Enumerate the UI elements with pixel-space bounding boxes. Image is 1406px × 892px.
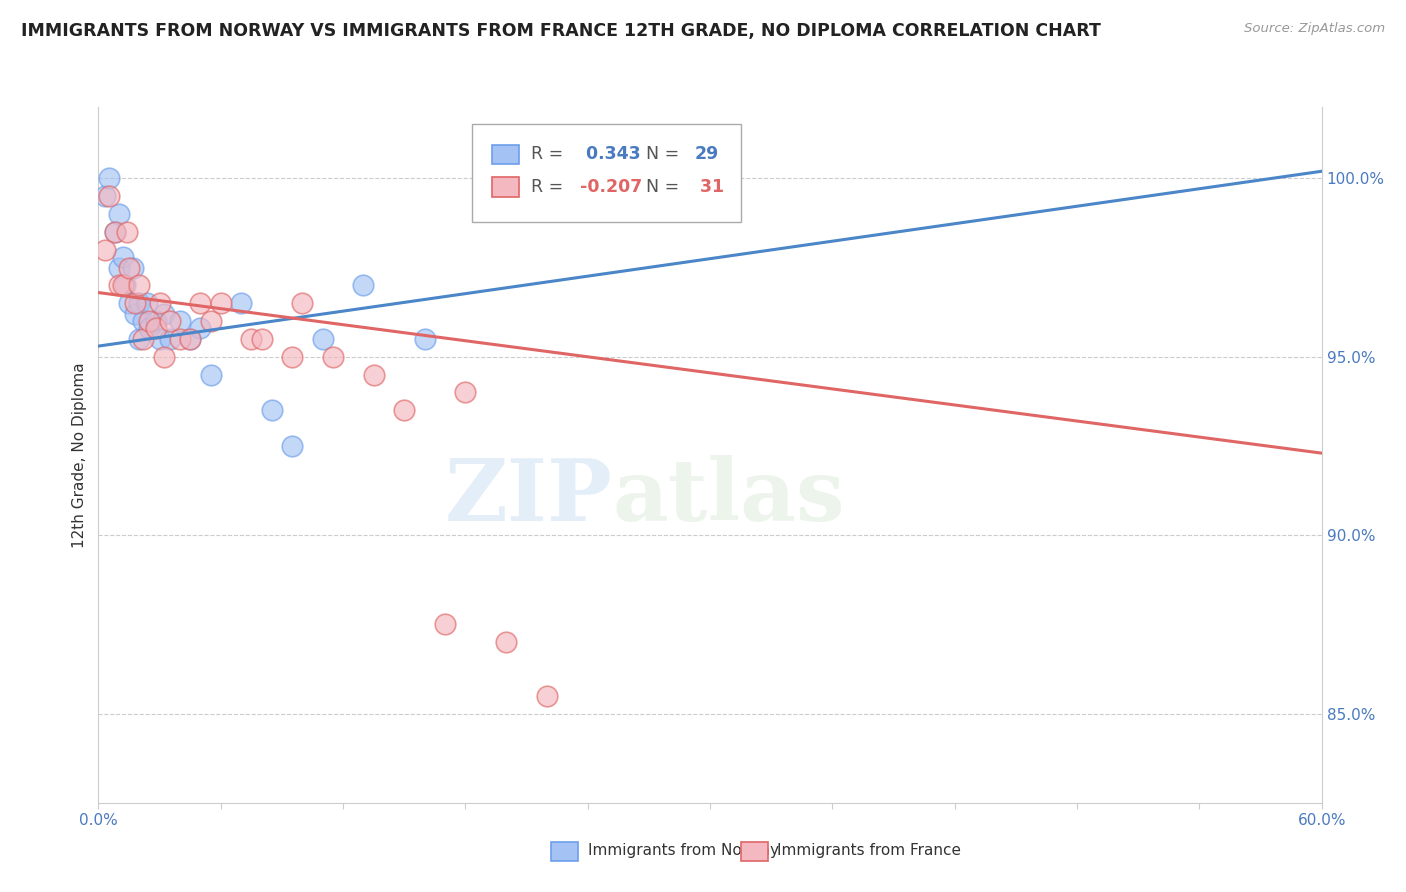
Point: [179, 332, 201, 346]
Point: [104, 225, 127, 239]
Point: [132, 332, 155, 346]
Point: [104, 225, 127, 239]
Point: [138, 321, 160, 335]
Point: [118, 296, 141, 310]
Point: [188, 296, 212, 310]
Y-axis label: 12th Grade, No Diploma: 12th Grade, No Diploma: [72, 362, 87, 548]
Point: [93, 243, 115, 257]
Point: [188, 321, 212, 335]
Point: [433, 617, 456, 632]
Point: [114, 278, 136, 293]
Point: [454, 385, 477, 400]
Point: [122, 260, 145, 275]
Point: [169, 314, 191, 328]
Point: [392, 403, 416, 417]
Text: R =: R =: [531, 178, 569, 196]
Point: [209, 296, 232, 310]
Point: [132, 314, 155, 328]
Point: [108, 278, 131, 293]
Text: N =: N =: [636, 178, 685, 196]
Point: [363, 368, 385, 382]
Point: [159, 332, 181, 346]
Point: [145, 321, 167, 335]
Point: [322, 350, 344, 364]
Point: [128, 332, 150, 346]
Text: Immigrants from Norway: Immigrants from Norway: [588, 843, 779, 857]
FancyBboxPatch shape: [471, 124, 741, 222]
Point: [118, 260, 141, 275]
Point: [124, 296, 146, 310]
Point: [124, 307, 146, 321]
FancyBboxPatch shape: [741, 842, 768, 861]
Point: [97, 189, 120, 203]
Text: -0.207: -0.207: [581, 178, 643, 196]
Point: [111, 278, 134, 293]
Point: [200, 314, 222, 328]
Point: [281, 439, 304, 453]
Point: [97, 171, 120, 186]
Point: [200, 368, 222, 382]
Point: [281, 350, 304, 364]
Point: [136, 296, 159, 310]
Point: [169, 332, 191, 346]
Point: [128, 278, 150, 293]
Point: [111, 250, 134, 264]
Point: [352, 278, 374, 293]
Point: [159, 314, 181, 328]
Point: [312, 332, 335, 346]
Text: Source: ZipAtlas.com: Source: ZipAtlas.com: [1244, 22, 1385, 36]
Text: ZIP: ZIP: [444, 455, 612, 539]
Point: [108, 260, 131, 275]
Point: [138, 314, 160, 328]
Point: [495, 635, 517, 649]
Point: [179, 332, 201, 346]
Point: [413, 332, 436, 346]
Point: [291, 296, 314, 310]
Point: [152, 307, 174, 321]
Point: [240, 332, 263, 346]
Text: 29: 29: [695, 145, 718, 163]
Text: IMMIGRANTS FROM NORWAY VS IMMIGRANTS FROM FRANCE 12TH GRADE, NO DIPLOMA CORRELAT: IMMIGRANTS FROM NORWAY VS IMMIGRANTS FRO…: [21, 22, 1101, 40]
Point: [149, 332, 172, 346]
Text: N =: N =: [636, 145, 685, 163]
Point: [149, 296, 172, 310]
Point: [260, 403, 283, 417]
Point: [536, 689, 558, 703]
FancyBboxPatch shape: [492, 145, 519, 164]
Point: [231, 296, 253, 310]
Text: R =: R =: [531, 145, 569, 163]
Text: atlas: atlas: [612, 455, 845, 539]
Text: 0.343: 0.343: [581, 145, 641, 163]
Text: 31: 31: [695, 178, 724, 196]
Point: [93, 189, 115, 203]
Point: [108, 207, 131, 221]
Point: [115, 225, 138, 239]
FancyBboxPatch shape: [492, 178, 519, 197]
FancyBboxPatch shape: [551, 842, 578, 861]
Point: [152, 350, 174, 364]
Point: [145, 314, 167, 328]
Point: [250, 332, 273, 346]
Text: Immigrants from France: Immigrants from France: [778, 843, 962, 857]
Point: [128, 296, 150, 310]
